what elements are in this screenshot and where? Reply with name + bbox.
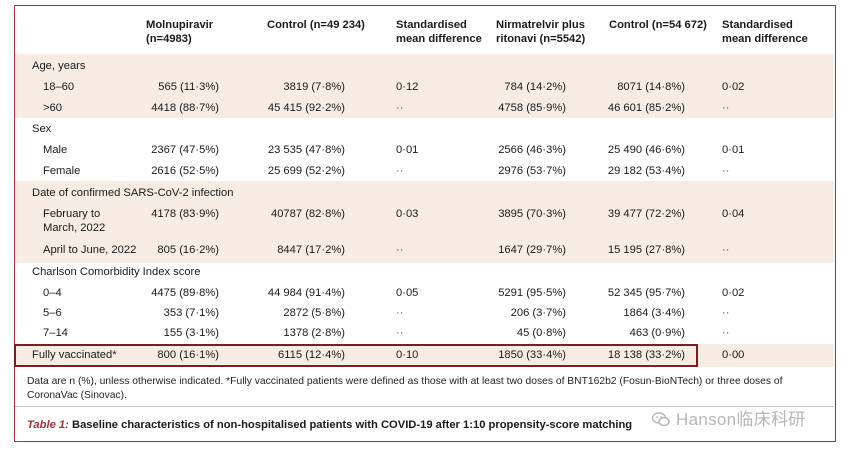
cell-molnupiravir: 800 (16·1%) — [157, 349, 219, 361]
cell-control-1: 23 535 (47·8%) — [267, 144, 345, 156]
cell-control-1: 44 984 (91·4%) — [267, 287, 345, 299]
cell-control-1: 2872 (5·8%) — [283, 307, 345, 319]
section-title-age: Age, years — [32, 60, 86, 72]
section-title-date: Date of confirmed SARS-CoV-2 infection — [32, 187, 234, 199]
header-smd-2: Standardised mean difference — [722, 19, 808, 45]
cell-nirmatrelvir: 206 (3·7%) — [510, 307, 566, 319]
cell-control-1: 3819 (7·8%) — [283, 81, 345, 93]
cell-control-1: 8447 (17·2%) — [277, 244, 345, 256]
row-label: February to March, 2022 — [43, 208, 106, 234]
row-label: >60 — [43, 102, 62, 114]
cell-control-2: 39 477 (72·2%) — [607, 208, 685, 220]
watermark: Hanson临床科研 — [652, 405, 806, 430]
cell-control-2: 25 490 (46·6%) — [607, 144, 685, 156]
cell-nirmatrelvir: 784 (14·2%) — [504, 81, 566, 93]
cell-control-2: 52 345 (95·7%) — [607, 287, 685, 299]
header-control-1: Control (n=49 234) — [267, 19, 365, 31]
highlight-box — [14, 344, 698, 367]
row-label: 0–4 — [43, 287, 62, 299]
cell-molnupiravir: 565 (11·3%) — [158, 81, 219, 93]
section-band-date — [15, 181, 834, 263]
cell-control-1: 40787 (82·8%) — [270, 208, 345, 220]
cell-smd-2: ·· — [722, 327, 730, 339]
cell-control-2: 18 138 (33·2%) — [607, 349, 685, 361]
section-band-age — [15, 54, 834, 118]
cell-smd-1: ·· — [396, 102, 404, 114]
cell-control-2: 46 601 (85·2%) — [607, 102, 685, 114]
header-nirmatrelvir: Nirmatrelvir plus ritonavi (n=5542) — [496, 19, 586, 45]
cell-molnupiravir: 4418 (88·7%) — [151, 102, 219, 114]
cell-control-2: 8071 (14·8%) — [617, 81, 685, 93]
caption-text: Baseline characteristics of non-hospital… — [68, 419, 633, 431]
section-band-vaccinated — [15, 344, 834, 367]
cell-smd-1: ·· — [396, 165, 404, 177]
row-label: 5–6 — [43, 307, 62, 319]
row-label: Male — [43, 144, 68, 156]
row-label: Fully vaccinated* — [32, 349, 117, 361]
watermark-text: Hanson临床科研 — [676, 410, 806, 429]
cell-nirmatrelvir: 1647 (29·7%) — [498, 244, 566, 256]
cell-molnupiravir: 805 (16·2%) — [157, 244, 219, 256]
cell-control-1: 25 699 (52·2%) — [267, 165, 345, 177]
caption-label: Table 1: — [27, 419, 69, 431]
section-title-sex: Sex — [32, 123, 52, 135]
cell-smd-1: 0·12 — [396, 81, 419, 93]
cell-smd-2: ·· — [722, 244, 730, 256]
cell-smd-2: 0·00 — [722, 349, 745, 361]
header-molnupiravir: Molnupiravir (n=4983) — [146, 19, 214, 45]
header-smd-1: Standardised mean difference — [396, 19, 482, 45]
cell-control-2: 29 182 (53·4%) — [607, 165, 685, 177]
cell-smd-1: ·· — [396, 244, 404, 256]
cell-smd-1: ·· — [396, 307, 404, 319]
cell-smd-1: ·· — [396, 327, 404, 339]
cell-smd-2: ·· — [722, 307, 730, 319]
cell-control-2: 1864 (3·4%) — [623, 307, 685, 319]
cell-nirmatrelvir: 5291 (95·5%) — [498, 287, 566, 299]
cell-molnupiravir: 4178 (83·9%) — [151, 208, 219, 220]
cell-molnupiravir: 4475 (89·8%) — [151, 287, 219, 299]
cell-nirmatrelvir: 2566 (46·3%) — [498, 144, 566, 156]
row-label: 18–60 — [43, 81, 75, 93]
cell-smd-1: 0·01 — [396, 144, 419, 156]
cell-nirmatrelvir: 1850 (33·4%) — [498, 349, 566, 361]
header-control-2: Control (n=54 672) — [609, 19, 707, 31]
row-label: 7–14 — [43, 327, 68, 339]
table-caption: Table 1: Baseline characteristics of non… — [27, 419, 632, 431]
cell-smd-2: 0·02 — [722, 287, 745, 299]
section-title-charlson: Charlson Comorbidity Index score — [32, 266, 201, 278]
cell-smd-2: 0·02 — [722, 81, 745, 93]
footnote-line-2: CoronaVac (Sinovac). — [27, 390, 127, 401]
cell-control-1: 45 415 (92·2%) — [267, 102, 345, 114]
cell-smd-2: ·· — [722, 102, 730, 114]
cell-molnupiravir: 155 (3·1%) — [163, 327, 219, 339]
cell-nirmatrelvir: 2976 (53·7%) — [498, 165, 566, 177]
cell-nirmatrelvir: 45 (0·8%) — [516, 327, 566, 339]
wechat-icon — [652, 412, 670, 427]
cell-molnupiravir: 2367 (47·5%) — [151, 144, 219, 156]
cell-nirmatrelvir: 3895 (70·3%) — [498, 208, 566, 220]
table-frame: Molnupiravir (n=4983) Control (n=49 234) … — [14, 5, 836, 442]
cell-smd-2: ·· — [722, 165, 730, 177]
cell-smd-1: 0·05 — [396, 287, 419, 299]
caption-divider — [15, 406, 834, 407]
cell-molnupiravir: 353 (7·1%) — [163, 307, 219, 319]
cell-control-2: 463 (0·9%) — [629, 327, 685, 339]
cell-nirmatrelvir: 4758 (85·9%) — [498, 102, 566, 114]
cell-control-1: 6115 (12·4%) — [278, 349, 345, 361]
cell-smd-1: 0·10 — [396, 349, 419, 361]
cell-smd-2: 0·01 — [722, 144, 745, 156]
cell-control-2: 15 195 (27·8%) — [607, 244, 685, 256]
cell-molnupiravir: 2616 (52·5%) — [151, 165, 219, 177]
cell-control-1: 1378 (2·8%) — [283, 327, 345, 339]
footnote-line-1: Data are n (%), unless otherwise indicat… — [27, 376, 783, 387]
cell-smd-2: 0·04 — [722, 208, 745, 220]
row-label: April to June, 2022 — [43, 244, 137, 256]
cell-smd-1: 0·03 — [396, 208, 419, 220]
row-label: Female — [43, 165, 81, 177]
